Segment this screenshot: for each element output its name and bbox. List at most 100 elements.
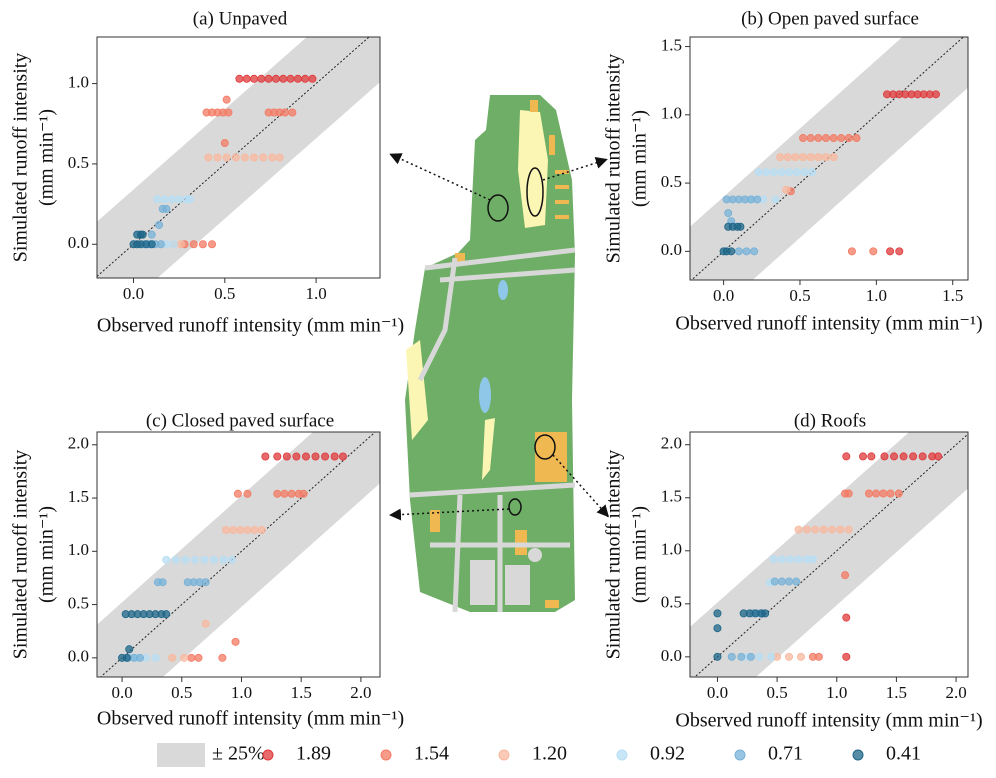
- point: [292, 452, 301, 461]
- point: [842, 452, 851, 461]
- y-axis-label: (mm min⁻¹): [36, 506, 58, 603]
- point: [734, 247, 743, 256]
- y-tick-label: 0.0: [68, 233, 89, 252]
- point: [859, 452, 868, 461]
- point: [800, 168, 809, 177]
- chart-title: (d) Roofs: [794, 410, 866, 431]
- point: [201, 578, 210, 587]
- point: [280, 489, 289, 498]
- point: [842, 613, 851, 622]
- point: [338, 452, 347, 461]
- one-to-one-line: [97, 37, 370, 277]
- point: [785, 652, 794, 661]
- x-tick-label: 1.0: [305, 284, 326, 303]
- point: [301, 74, 310, 83]
- plot-area: [97, 432, 380, 677]
- point: [811, 525, 820, 534]
- point: [742, 247, 751, 256]
- x-axis-label: Observed runoff intensity (mm min⁻¹): [97, 708, 404, 730]
- point: [122, 653, 131, 662]
- x-tick-label: 0.5: [171, 683, 192, 702]
- point: [268, 153, 277, 162]
- point: [201, 619, 210, 628]
- point: [222, 153, 231, 162]
- point: [808, 168, 817, 177]
- point: [213, 153, 222, 162]
- y-tick-label: 0.0: [661, 646, 682, 665]
- plot-frame: [96, 36, 381, 279]
- legend-label: 0.71: [768, 743, 803, 765]
- point: [158, 578, 167, 587]
- point: [750, 247, 759, 256]
- point: [301, 452, 310, 461]
- y-tick-label: 1.0: [68, 540, 89, 559]
- point: [227, 555, 236, 564]
- point: [138, 230, 147, 239]
- point: [220, 139, 229, 148]
- point: [770, 168, 779, 177]
- point: [160, 195, 169, 204]
- point: [783, 153, 792, 162]
- point: [125, 645, 134, 654]
- point: [175, 195, 184, 204]
- legend-marker: [734, 749, 746, 761]
- point: [218, 653, 227, 662]
- point: [821, 153, 830, 162]
- point: [821, 134, 830, 143]
- point: [727, 652, 736, 661]
- y-tick-label: 0.5: [68, 593, 89, 612]
- point: [242, 74, 251, 83]
- legend-marker: [262, 749, 274, 761]
- point: [762, 168, 771, 177]
- point: [194, 653, 203, 662]
- point: [240, 153, 249, 162]
- point: [162, 610, 171, 619]
- point: [770, 577, 779, 586]
- x-tick-label: 1.5: [942, 286, 963, 305]
- point: [176, 240, 185, 249]
- point: [287, 489, 296, 498]
- legend-label: ± 25%: [212, 743, 265, 765]
- point: [713, 624, 722, 633]
- point: [886, 489, 895, 498]
- point: [837, 134, 846, 143]
- point: [222, 95, 231, 104]
- point: [293, 74, 302, 83]
- x-tick-label: 0.0: [111, 683, 132, 702]
- point: [229, 526, 238, 535]
- point: [186, 195, 195, 204]
- site-map: [389, 95, 610, 613]
- point: [308, 74, 317, 83]
- point: [864, 489, 873, 498]
- x-tick-label: 1.0: [231, 683, 252, 702]
- point: [785, 577, 794, 586]
- point: [852, 134, 861, 143]
- point: [181, 555, 190, 564]
- x-tick-label: 0.0: [123, 284, 144, 303]
- x-tick-label: 0.0: [713, 286, 734, 305]
- point: [737, 652, 746, 661]
- point: [829, 153, 838, 162]
- point: [151, 653, 160, 662]
- plot-frame: [689, 36, 969, 281]
- point: [180, 653, 189, 662]
- point: [264, 74, 273, 83]
- band: [97, 37, 380, 278]
- point: [713, 609, 722, 618]
- x-axis-label: Observed runoff intensity (mm min⁻¹): [675, 710, 982, 732]
- legend-marker: [852, 749, 864, 761]
- point: [200, 555, 209, 564]
- point: [841, 571, 850, 580]
- point: [155, 220, 164, 229]
- legend-marker: [498, 749, 510, 761]
- y-tick-label: 1.5: [661, 487, 682, 506]
- point: [754, 168, 763, 177]
- point: [273, 489, 282, 498]
- point: [243, 526, 252, 535]
- point: [836, 525, 845, 534]
- legend-label: 1.89: [296, 743, 331, 765]
- x-tick-label: 0.0: [707, 683, 728, 702]
- point: [208, 240, 217, 249]
- point: [224, 108, 233, 117]
